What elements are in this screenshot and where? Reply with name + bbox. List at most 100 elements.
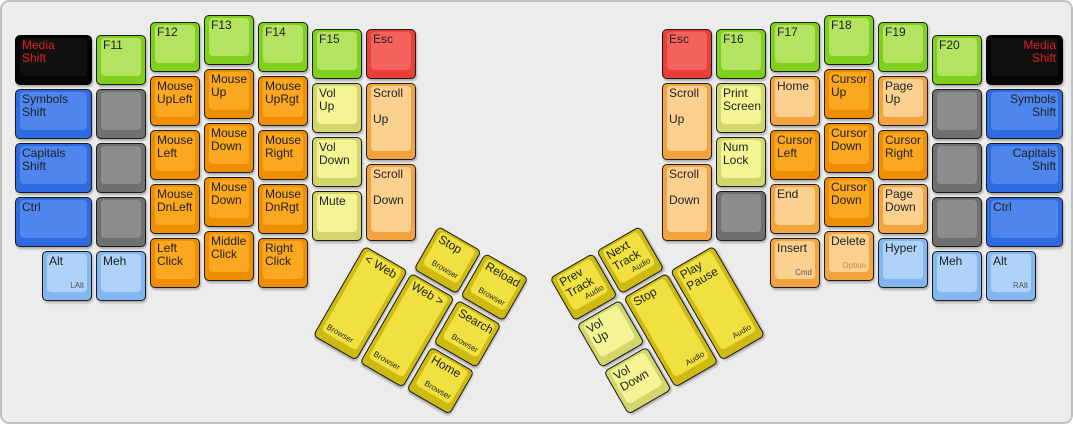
keycap-top: Cursor Down: [829, 126, 869, 164]
key-scroll-down-right[interactable]: Scroll Down: [662, 163, 712, 241]
key-page-down[interactable]: Page Down: [878, 183, 928, 234]
key-mouse-upleft[interactable]: Mouse UpLeft: [150, 75, 200, 126]
key-sublabel: Browser: [429, 257, 460, 281]
key-scroll-up-right[interactable]: Scroll Up: [662, 82, 712, 160]
keycap-top: Scroll Up: [667, 85, 707, 151]
keycap-top: Mouse Left: [155, 132, 195, 171]
key-label: Vol Up: [319, 85, 336, 113]
keycap-top: Meh: [101, 254, 141, 293]
key-end[interactable]: End: [770, 183, 820, 234]
key-middle-click[interactable]: Middle Click: [204, 231, 254, 281]
key-media-shift-left[interactable]: Media Shift: [15, 35, 92, 86]
key-media-shift-right[interactable]: Media Shift: [986, 35, 1063, 86]
keycap-top: Left Click: [155, 240, 195, 279]
key-label: Alt: [993, 254, 1008, 269]
key-label: < Web: [362, 251, 400, 281]
key-mouse-left[interactable]: Mouse Left: [150, 129, 200, 180]
key-num-lock[interactable]: Num Lock: [716, 136, 766, 187]
key-f17[interactable]: F17: [770, 21, 820, 72]
keycap-top: F13: [209, 18, 249, 56]
key-blank-right-2[interactable]: [932, 89, 982, 140]
key-right-click[interactable]: Right Click: [258, 237, 308, 288]
keycap-top: [721, 193, 761, 232]
key-symbols-shift-left[interactable]: Symbols Shift: [15, 89, 92, 140]
key-alt-left[interactable]: Alt LAlt: [42, 251, 92, 302]
key-label: Vol Down: [610, 361, 652, 394]
key-mouse-dnleft[interactable]: Mouse DnLeft: [150, 183, 200, 234]
key-vol-up-left[interactable]: Vol Up: [312, 82, 362, 133]
key-blank-right-4[interactable]: [932, 197, 982, 248]
key-insert[interactable]: Insert Cmd: [770, 237, 820, 288]
keycap-top: Page Up: [883, 78, 923, 117]
key-label: Esc: [373, 31, 394, 46]
key-blank-left-1[interactable]: [96, 89, 146, 140]
key-mouse-down-2[interactable]: Mouse Down: [204, 177, 254, 227]
key-label: Symbols Shift: [1009, 92, 1056, 120]
key-alt-right[interactable]: Alt RAlt: [986, 251, 1036, 302]
key-label: Meh: [939, 254, 963, 269]
key-capitals-shift-right[interactable]: Capitals Shift: [986, 143, 1063, 194]
key-label: Meh: [103, 254, 127, 269]
key-blank-left-2[interactable]: [96, 143, 146, 194]
key-meh-left[interactable]: Meh: [96, 251, 146, 302]
key-f18[interactable]: F18: [824, 15, 874, 65]
key-print-screen[interactable]: Print Screen: [716, 82, 766, 133]
key-symbols-shift-right[interactable]: Symbols Shift: [986, 89, 1063, 140]
key-page-up[interactable]: Page Up: [878, 75, 928, 126]
key-cursor-down-1[interactable]: Cursor Down: [824, 123, 874, 173]
key-f15[interactable]: F15: [312, 28, 362, 79]
key-blank-right-3[interactable]: [932, 143, 982, 194]
key-delete[interactable]: Delete Option: [824, 231, 874, 281]
key-scroll-up-left[interactable]: Scroll Up: [366, 82, 416, 160]
key-label: Cursor Down: [831, 126, 868, 153]
key-mute[interactable]: Mute: [312, 190, 362, 241]
key-label: Reload: [482, 258, 523, 290]
key-f12[interactable]: F12: [150, 21, 200, 72]
key-label: F13: [211, 18, 232, 32]
key-label: F17: [777, 24, 798, 39]
key-label: Ctrl: [993, 200, 1012, 215]
key-f19[interactable]: F19: [878, 21, 928, 72]
key-mouse-right[interactable]: Mouse Right: [258, 129, 308, 180]
key-label: Left Click: [157, 240, 183, 268]
key-mouse-up[interactable]: Mouse Up: [204, 69, 254, 119]
key-esc-right[interactable]: Esc: [662, 28, 712, 79]
keycap-top: Cursor Up: [829, 72, 869, 110]
key-label: Page Up: [885, 78, 914, 106]
keycap-top: Mute: [317, 193, 357, 232]
key-cursor-right[interactable]: Cursor Right: [878, 129, 928, 180]
key-left-click[interactable]: Left Click: [150, 237, 200, 288]
key-sublabel: Browser: [325, 321, 356, 345]
key-capitals-shift-left[interactable]: Capitals Shift: [15, 143, 92, 194]
key-vol-down-left[interactable]: Vol Down: [312, 136, 362, 187]
key-mouse-uprgt[interactable]: Mouse UpRgt: [258, 75, 308, 126]
key-cursor-up[interactable]: Cursor Up: [824, 69, 874, 119]
key-cursor-down-2[interactable]: Cursor Down: [824, 177, 874, 227]
key-blank-right-1[interactable]: [716, 190, 766, 241]
keycap-top: Meh: [937, 254, 977, 293]
key-scroll-down-left[interactable]: Scroll Down: [366, 163, 416, 241]
key-cursor-left[interactable]: Cursor Left: [770, 129, 820, 180]
keycap-top: Ctrl: [20, 200, 87, 239]
key-blank-left-3[interactable]: [96, 197, 146, 248]
key-sublabel: Browser: [449, 331, 480, 355]
key-f20[interactable]: F20: [932, 35, 982, 86]
key-hyper[interactable]: Hyper: [878, 237, 928, 288]
key-f11[interactable]: F11: [96, 35, 146, 86]
key-ctrl-left[interactable]: Ctrl: [15, 197, 92, 248]
keycap-top: Mouse UpLeft: [155, 78, 195, 117]
keycap-top: Home: [775, 78, 815, 117]
key-meh-right[interactable]: Meh: [932, 251, 982, 302]
key-mouse-dnrgt[interactable]: Mouse DnRgt: [258, 183, 308, 234]
keycap-top: Vol Up: [317, 85, 357, 124]
key-ctrl-right[interactable]: Ctrl: [986, 197, 1063, 248]
key-mouse-down-1[interactable]: Mouse Down: [204, 123, 254, 173]
key-esc-left[interactable]: Esc: [366, 28, 416, 79]
key-label: F19: [885, 24, 906, 39]
key-f16[interactable]: F16: [716, 28, 766, 79]
key-label: Mouse Up: [211, 72, 248, 99]
key-f13[interactable]: F13: [204, 15, 254, 65]
key-home-right[interactable]: Home: [770, 75, 820, 126]
key-f14[interactable]: F14: [258, 21, 308, 72]
key-label: Middle Click: [211, 234, 247, 261]
